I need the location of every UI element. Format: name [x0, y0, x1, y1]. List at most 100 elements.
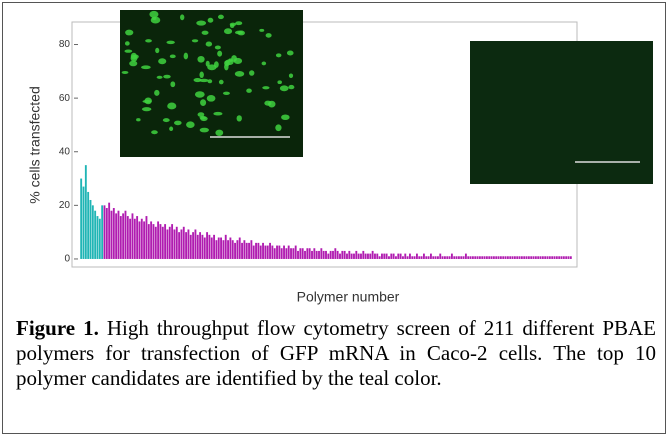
- cell: [281, 114, 289, 120]
- bar: [486, 256, 488, 259]
- bar: [316, 251, 318, 259]
- bar: [344, 251, 346, 259]
- cell: [196, 20, 206, 25]
- bar: [374, 254, 376, 259]
- cell: [206, 42, 212, 47]
- cell: [122, 71, 129, 74]
- bar: [267, 246, 269, 259]
- bar: [178, 232, 180, 259]
- cell: [235, 31, 243, 35]
- bar: [416, 254, 418, 259]
- bar: [253, 246, 255, 259]
- bar: [164, 224, 166, 259]
- bar: [379, 256, 381, 259]
- bar: [353, 254, 355, 259]
- caption-label: Figure 1.: [16, 316, 99, 340]
- bar: [288, 246, 290, 259]
- cell: [155, 48, 159, 53]
- bar: [92, 205, 94, 259]
- cell: [151, 130, 158, 134]
- bar: [176, 227, 178, 259]
- bar: [514, 256, 516, 259]
- bar: [439, 254, 441, 259]
- cell: [195, 91, 205, 97]
- bar: [297, 251, 299, 259]
- bar: [250, 240, 252, 259]
- bar: [278, 246, 280, 259]
- bar: [325, 251, 327, 259]
- bar: [125, 211, 127, 259]
- cell: [154, 90, 159, 96]
- cell: [169, 127, 173, 131]
- cell: [207, 64, 216, 70]
- bar: [549, 256, 551, 259]
- bar: [430, 254, 432, 259]
- bar: [192, 232, 194, 259]
- caption-text: High throughput flow cytometry screen of…: [16, 316, 656, 390]
- bar: [157, 221, 159, 259]
- cell: [289, 73, 293, 78]
- bar: [115, 213, 117, 259]
- bar: [376, 254, 378, 259]
- bar: [388, 256, 390, 259]
- cell: [288, 85, 294, 89]
- bar: [227, 240, 229, 259]
- bar: [365, 254, 367, 259]
- cell: [277, 80, 282, 84]
- bar: [500, 256, 502, 259]
- cell: [180, 14, 184, 20]
- bar: [397, 254, 399, 259]
- cell: [184, 53, 188, 60]
- cell: [200, 116, 207, 119]
- bar: [295, 246, 297, 259]
- cell: [287, 51, 294, 56]
- bar: [449, 256, 451, 259]
- cell: [217, 51, 222, 57]
- bar: [488, 256, 490, 259]
- bar: [276, 246, 278, 259]
- bar: [425, 256, 427, 259]
- cell: [224, 63, 229, 70]
- bar: [309, 248, 311, 259]
- bar: [512, 256, 514, 259]
- bar: [337, 251, 339, 259]
- bar: [360, 254, 362, 259]
- cell: [275, 124, 281, 131]
- bar: [458, 256, 460, 259]
- cell: [266, 33, 272, 38]
- cell: [163, 75, 170, 79]
- bar: [507, 256, 509, 259]
- cell: [262, 86, 269, 89]
- cell: [186, 121, 195, 128]
- bar: [232, 240, 234, 259]
- bar: [248, 243, 250, 259]
- bar: [551, 256, 553, 259]
- cell: [249, 70, 254, 76]
- bar: [87, 192, 89, 259]
- bar: [442, 256, 444, 259]
- bar: [236, 240, 238, 259]
- cell: [218, 15, 224, 19]
- bar: [421, 256, 423, 259]
- bar: [481, 256, 483, 259]
- y-tick-label: 0: [64, 254, 70, 265]
- bar: [451, 254, 453, 259]
- cell: [197, 56, 204, 63]
- cell: [276, 53, 281, 57]
- bar: [229, 238, 231, 259]
- bar: [446, 256, 448, 259]
- bar: [474, 256, 476, 259]
- bar: [491, 256, 493, 259]
- bar: [271, 246, 273, 259]
- cell: [268, 101, 275, 108]
- bar: [148, 224, 150, 259]
- bar: [290, 248, 292, 259]
- bar: [194, 229, 196, 258]
- cell: [144, 97, 152, 104]
- bar: [269, 243, 271, 259]
- cell: [125, 30, 133, 36]
- bar: [304, 251, 306, 259]
- cell: [145, 39, 152, 42]
- cell: [280, 85, 289, 91]
- bar: [362, 251, 364, 259]
